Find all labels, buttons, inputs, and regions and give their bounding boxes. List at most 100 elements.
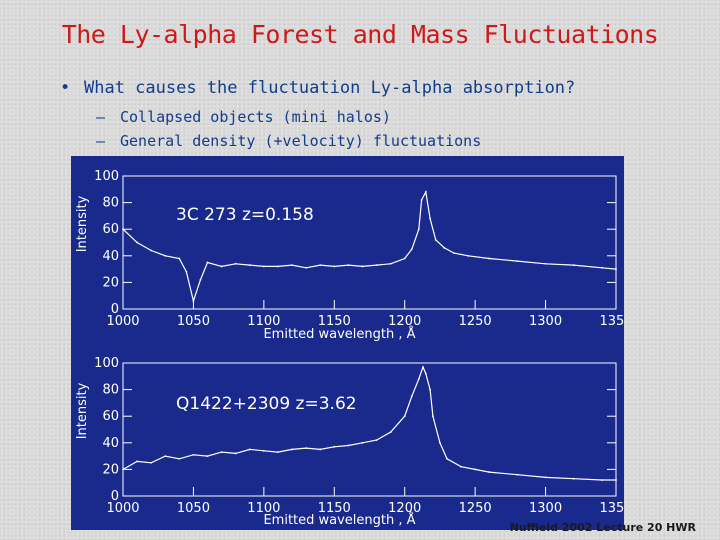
spectrum-point bbox=[192, 300, 195, 302]
x-tick-label: 1350 bbox=[599, 314, 624, 329]
spectrum-point bbox=[434, 238, 437, 241]
spectrum-panel: 0 20 40 60 80 100 1000 1050 1100 1150 1200 1250 1300… bbox=[75, 169, 633, 342]
spectrum-point bbox=[291, 448, 293, 451]
spectrum-point bbox=[234, 262, 237, 265]
spectrum-point bbox=[460, 465, 462, 468]
x-tick-label: 1000 bbox=[106, 314, 139, 329]
spectrum-point bbox=[234, 452, 237, 455]
dash-icon: – bbox=[96, 132, 106, 150]
spectrum-point bbox=[199, 278, 202, 281]
spectrum-point bbox=[410, 395, 413, 398]
x-tick-label: 1050 bbox=[177, 501, 210, 516]
x-tick-label: 1100 bbox=[247, 314, 280, 329]
y-axis-label: Intensity bbox=[75, 382, 90, 439]
x-tick-label: 1050 bbox=[177, 314, 210, 329]
bullet-text: What causes the fluctuation Ly-alpha abs… bbox=[84, 78, 576, 98]
y-tick-label: 100 bbox=[94, 356, 119, 371]
spectrum-point bbox=[429, 388, 431, 391]
spectrum-point bbox=[443, 246, 446, 249]
bullet-item: • What causes the fluctuation Ly-alpha ab… bbox=[60, 78, 575, 98]
plot-frame bbox=[122, 175, 617, 310]
spectrum-point bbox=[361, 265, 364, 268]
slide-title: The Ly-alpha Forest and Mass Fluctuation… bbox=[61, 20, 659, 49]
spectrum-point bbox=[150, 461, 153, 464]
spectrum-point bbox=[544, 262, 547, 265]
spectrum-line bbox=[122, 190, 617, 304]
subbullet-text: Collapsed objects (mini halos) bbox=[120, 108, 391, 126]
spectrum-panel: 0 20 40 60 80 100 1000 1050 1100 1150 1200 1250 1300… bbox=[75, 356, 633, 528]
spectrum-point bbox=[206, 261, 209, 264]
spectrum-point bbox=[422, 366, 424, 368]
spectrum-point bbox=[164, 455, 167, 457]
spectrum-point bbox=[305, 447, 308, 450]
x-tick-label: 1200 bbox=[388, 501, 421, 516]
spectrum-point bbox=[544, 476, 547, 479]
spectrum-point bbox=[220, 451, 223, 454]
spectrum-point bbox=[420, 199, 423, 201]
spectrum-point bbox=[417, 228, 420, 231]
y-tick-label: 20 bbox=[102, 462, 119, 477]
spectrum-point bbox=[305, 266, 308, 269]
spectrum-point bbox=[572, 477, 575, 480]
spectrum-point bbox=[206, 455, 209, 457]
x-axis-label: Emitted wavelength , Å bbox=[263, 326, 415, 342]
x-tick-label: 1300 bbox=[529, 314, 562, 329]
spectrum-point bbox=[601, 266, 603, 269]
x-axis-label: Emitted wavelength , Å bbox=[263, 512, 415, 528]
footer-credit: Nuffield 2002 Lecture 20 HWR bbox=[509, 521, 696, 534]
spectrum-point bbox=[453, 252, 455, 255]
spectrum-point bbox=[439, 441, 441, 444]
subbullet-item: – General density (+velocity) fluctuation… bbox=[96, 132, 481, 150]
spectrum-point bbox=[136, 460, 138, 463]
subbullet-item: – Collapsed objects (mini halos) bbox=[96, 108, 391, 126]
spectrum-point bbox=[164, 254, 167, 257]
spectrum-point bbox=[601, 479, 603, 481]
y-tick-label: 60 bbox=[102, 222, 119, 237]
spectrum-point bbox=[319, 264, 322, 267]
spectrum-point bbox=[615, 479, 617, 481]
x-tick-label: 1000 bbox=[106, 501, 139, 516]
spectrum-point bbox=[403, 415, 406, 418]
spectrum-point bbox=[375, 264, 378, 267]
dash-icon: – bbox=[96, 108, 106, 126]
spectrum-point bbox=[429, 217, 431, 220]
spectrum-point bbox=[474, 468, 477, 471]
y-tick-label: 0 bbox=[111, 489, 119, 504]
spectrum-point bbox=[417, 378, 420, 380]
y-tick-label: 80 bbox=[102, 383, 119, 398]
spectrum-point bbox=[185, 270, 188, 273]
x-tick-label: 1150 bbox=[318, 501, 351, 516]
bullet-dot-icon: • bbox=[60, 78, 71, 98]
spectrum-point bbox=[389, 431, 392, 434]
spectrum-point bbox=[467, 254, 469, 257]
spectrum-point bbox=[375, 439, 378, 442]
x-tick-label: 1250 bbox=[459, 501, 492, 516]
spectrum-point bbox=[615, 268, 617, 270]
y-axis-label: Intensity bbox=[75, 195, 90, 252]
spectrum-point bbox=[277, 265, 279, 268]
y-tick-label: 40 bbox=[102, 436, 119, 451]
spectrum-point bbox=[403, 257, 406, 260]
x-tick-label: 1300 bbox=[529, 501, 562, 516]
spectrum-point bbox=[262, 265, 265, 268]
spectrum-point bbox=[333, 445, 336, 448]
spectrum-point bbox=[389, 262, 392, 265]
spectrum-point bbox=[488, 257, 491, 260]
spectrum-point bbox=[248, 264, 251, 267]
spectrum-point bbox=[178, 257, 181, 260]
y-tick-label: 40 bbox=[102, 249, 119, 264]
spectrum-point bbox=[516, 473, 519, 476]
y-tick-label: 80 bbox=[102, 196, 119, 211]
y-tick-label: 0 bbox=[111, 302, 119, 317]
subbullet-text: General density (+velocity) fluctuations bbox=[120, 132, 482, 150]
y-tick-label: 60 bbox=[102, 409, 119, 424]
spectrum-point bbox=[431, 415, 434, 418]
spectrum-point bbox=[291, 264, 293, 267]
x-tick-label: 1150 bbox=[318, 314, 351, 329]
plot-frame bbox=[122, 362, 617, 497]
spectrum-point bbox=[333, 265, 336, 268]
spectrum-point bbox=[122, 468, 124, 471]
spectrum-point bbox=[361, 441, 364, 444]
y-tick-label: 100 bbox=[94, 169, 119, 184]
